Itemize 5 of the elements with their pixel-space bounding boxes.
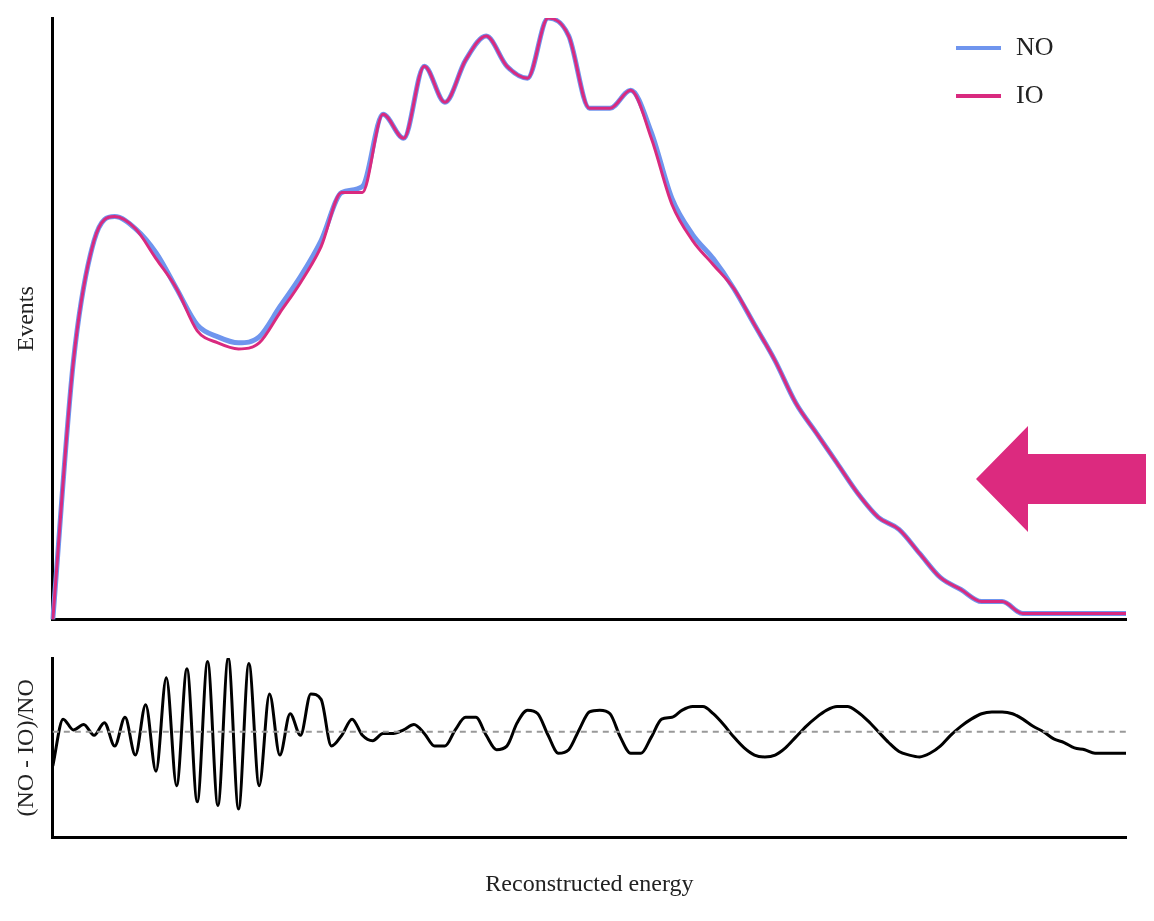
y-axis-title: Events	[11, 286, 38, 352]
y-axis-title: (NO - IO)/NO	[11, 679, 38, 817]
x-axis-title: Reconstructed energy	[485, 869, 694, 896]
legend-label: IO	[1016, 79, 1044, 109]
legend-label: NO	[1016, 31, 1054, 61]
